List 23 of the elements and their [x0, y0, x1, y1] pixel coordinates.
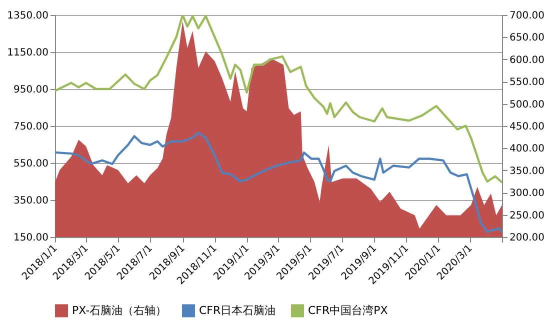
- y-tick-label: 1150.00: [7, 48, 48, 58]
- y2-tick-label: 700.00: [510, 10, 544, 22]
- y2-tick-label: 300.00: [510, 188, 544, 200]
- y2-tick-label: 450.00: [510, 122, 544, 132]
- y2-tick-label: 400.00: [510, 144, 544, 155]
- y2-tick-label: 650.00: [510, 32, 544, 44]
- y2-tick-label: 600.00: [510, 54, 544, 66]
- y-tick-label: 350.00: [14, 196, 48, 206]
- legend-label: CFR日本石脑油: [199, 304, 276, 317]
- legend-label: PX-石脑油（右轴）: [72, 304, 167, 317]
- line-series: [55, 132, 502, 233]
- y2-tick-label: 550.00: [510, 77, 544, 88]
- line-series: [55, 15, 502, 184]
- y-tick-label: 150.00: [14, 232, 48, 244]
- legend-label: CFR中国台湾PX: [308, 304, 388, 317]
- y2-tick-label: 250.00: [510, 210, 544, 222]
- y2-tick-label: 500.00: [510, 99, 544, 110]
- y2-tick-label: 200.00: [510, 232, 544, 244]
- y-tick-label: 550.00: [14, 158, 48, 170]
- y-tick-label: 1350.00: [7, 10, 48, 22]
- y-tick-label: 750.00: [14, 122, 48, 132]
- y-tick-label: 950.00: [14, 84, 48, 96]
- y2-tick-label: 350.00: [510, 166, 544, 177]
